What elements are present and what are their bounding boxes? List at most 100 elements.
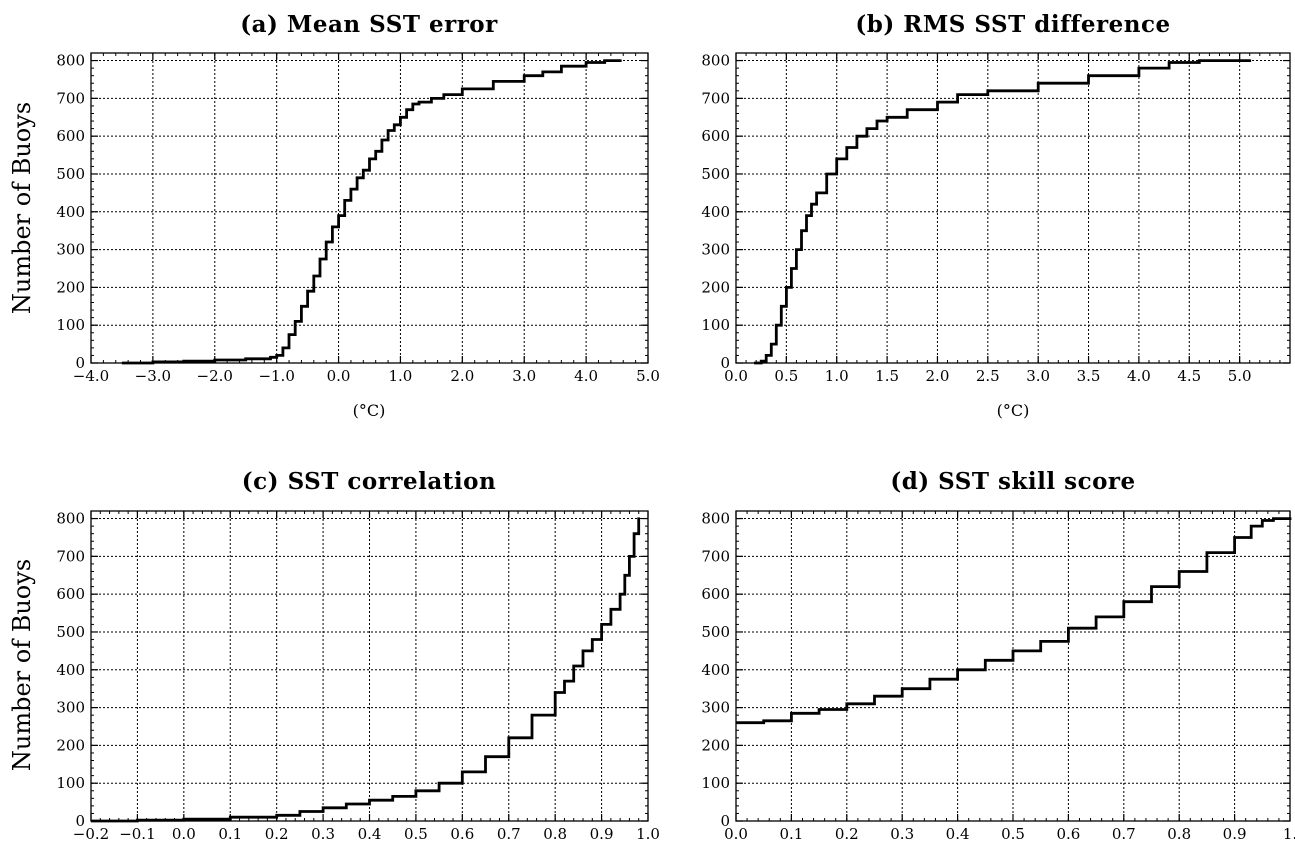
panel-d-y-tick-label: 700	[701, 547, 730, 565]
panel-d-title: (d) SST skill score	[890, 468, 1135, 495]
panel-c-x-tick-label: 0.0	[172, 825, 196, 843]
panel-a-y-tick-label: 200	[56, 278, 85, 296]
panel-c-y-tick-label: 700	[56, 547, 85, 565]
panel-c-y-tick-label: 100	[56, 774, 85, 792]
panel-c-x-tick-label: 0.9	[590, 825, 614, 843]
panel-b-x-tick-label: 0.5	[774, 367, 798, 385]
panel-a-y-tick-label: 800	[56, 52, 85, 70]
panel-b-y-tick-label: 100	[701, 316, 730, 334]
panel-b-y-tick-label: 400	[701, 203, 730, 221]
panel-a-y-tick-label: 400	[56, 203, 85, 221]
y-axis-label-top: Number of Buoys	[8, 102, 36, 314]
panel-b-y-tick-label: 0	[720, 354, 730, 372]
panel-d-x-tick-label: 0.3	[890, 825, 914, 843]
panel-c-cumulative-step-line	[91, 517, 641, 823]
panel-a-x-axis-label: (°C)	[353, 401, 386, 420]
panel-b-y-tick-label: 600	[701, 127, 730, 145]
y-axis-label-bottom: Number of Buoys	[8, 559, 36, 771]
panel-b-x-tick-label: 5.0	[1228, 367, 1252, 385]
panel-d-x-tick-label: 0.9	[1223, 825, 1247, 843]
panel-a-x-tick-label: −2.0	[197, 367, 233, 385]
panel-b-x-tick-label: 2.5	[976, 367, 1000, 385]
panel-a-x-tick-label: 1.0	[389, 367, 413, 385]
panel-d-x-tick-label: 0.8	[1167, 825, 1191, 843]
panel-a-x-tick-label: −1.0	[258, 367, 294, 385]
panel-a-y-tick-label: 300	[56, 241, 85, 259]
panel-b-y-tick-label: 700	[701, 89, 730, 107]
panel-c-x-tick-label: −0.2	[73, 825, 109, 843]
panel-c-y-tick-label: 0	[75, 812, 85, 830]
panel-d: (d) SST skill score 0.0 0.1 0.2 0.3 0.4 0.5 0.…	[701, 468, 1295, 843]
panel-b-plot-frame	[735, 52, 1291, 364]
panel-d-y-tick-label: 200	[701, 736, 730, 754]
panel-c-x-tick-label: 0.6	[450, 825, 474, 843]
panel-b-x-tick-label: 2.0	[926, 367, 950, 385]
panel-a-x-tick-label: 5.0	[636, 367, 660, 385]
panel-b: (b) RMS SST difference 0.0 0.5 1.0 1.5 2.0 2.…	[701, 11, 1291, 420]
panel-b-cumulative-step-line	[754, 59, 1252, 365]
panel-b-y-tick-label: 500	[701, 165, 730, 183]
panel-c-title: (c) SST correlation	[242, 468, 496, 495]
panel-b-x-tick-label: 3.0	[1026, 367, 1050, 385]
panel-a-y-tick-label: 500	[56, 165, 85, 183]
panel-d-y-tick-label: 100	[701, 774, 730, 792]
panel-c-y-tick-label: 600	[56, 585, 85, 603]
panel-a-x-tick-label: 4.0	[574, 367, 598, 385]
panel-d-y-tick-label: 300	[701, 699, 730, 717]
panel-d-y-tick-label: 600	[701, 585, 730, 603]
panel-c-y-tick-label: 300	[56, 699, 85, 717]
panel-b-y-tick-label: 800	[701, 52, 730, 70]
panel-a-plot-frame	[90, 52, 649, 364]
panel-d-x-tick-label: 0.0	[724, 825, 748, 843]
panel-b-y-tick-label: 300	[701, 241, 730, 259]
panel-c-x-tick-label: 0.1	[218, 825, 242, 843]
panel-a-x-tick-label: 0.0	[327, 367, 351, 385]
panel-b-title: (b) RMS SST difference	[855, 11, 1170, 38]
panel-c-x-tick-label: 0.5	[404, 825, 428, 843]
panel-d-x-tick-label: 1.	[1283, 825, 1295, 843]
panel-d-x-tick-label: 0.2	[835, 825, 859, 843]
panel-d-plot-frame	[735, 510, 1291, 822]
panel-d-x-tick-label: 0.5	[1001, 825, 1025, 843]
panel-a-y-tick-label: 0	[75, 354, 85, 372]
panel-c-y-tick-label: 500	[56, 623, 85, 641]
panel-a-y-tick-label: 600	[56, 127, 85, 145]
panel-b-x-tick-label: 0.0	[724, 367, 748, 385]
panel-b-x-axis-label: (°C)	[997, 401, 1030, 420]
panel-c-x-tick-label: 0.4	[358, 825, 382, 843]
panel-a: (a) Mean SST error −4.0 −3.0 −2.0 −1.0 0.0 1.…	[56, 11, 660, 420]
panel-a-title: (a) Mean SST error	[240, 11, 498, 38]
panel-a-y-tick-label: 700	[56, 89, 85, 107]
panel-b-x-tick-label: 3.5	[1077, 367, 1101, 385]
panel-b-x-tick-label: 4.5	[1177, 367, 1201, 385]
panel-c-y-tick-label: 200	[56, 736, 85, 754]
panel-c: (c) SST correlation −0.2 −0.1 0.0 0.1 0.2 0.3…	[56, 468, 660, 843]
panel-a-x-tick-label: −4.0	[73, 367, 109, 385]
panel-d-x-tick-label: 0.6	[1056, 825, 1080, 843]
panel-a-y-tick-label: 100	[56, 316, 85, 334]
panel-d-y-tick-label: 500	[701, 623, 730, 641]
panel-c-x-tick-label: 0.8	[543, 825, 567, 843]
panel-d-y-tick-label: 400	[701, 661, 730, 679]
panel-c-x-tick-label: 0.2	[265, 825, 289, 843]
panel-c-plot-frame	[90, 510, 649, 822]
panel-c-y-tick-label: 400	[56, 661, 85, 679]
panel-d-cumulative-step-line	[736, 517, 1292, 725]
panel-c-x-tick-label: 0.7	[497, 825, 521, 843]
panel-a-cumulative-step-line	[121, 59, 622, 365]
panel-b-x-tick-label: 1.0	[825, 367, 849, 385]
panel-b-x-tick-label: 1.5	[875, 367, 899, 385]
panel-c-y-tick-label: 800	[56, 510, 85, 528]
panel-c-x-tick-label: −0.1	[119, 825, 155, 843]
panel-c-x-tick-label: 0.3	[311, 825, 335, 843]
panel-b-y-tick-label: 200	[701, 278, 730, 296]
panel-d-y-tick-label: 800	[701, 510, 730, 528]
panel-d-x-tick-label: 0.7	[1112, 825, 1136, 843]
panel-b-x-tick-label: 4.0	[1127, 367, 1151, 385]
panel-c-x-tick-label: 1.0	[636, 825, 660, 843]
panel-a-x-tick-label: 3.0	[512, 367, 536, 385]
panel-d-x-tick-label: 0.1	[779, 825, 803, 843]
panel-d-y-tick-label: 0	[720, 812, 730, 830]
panel-a-x-tick-label: −3.0	[135, 367, 171, 385]
